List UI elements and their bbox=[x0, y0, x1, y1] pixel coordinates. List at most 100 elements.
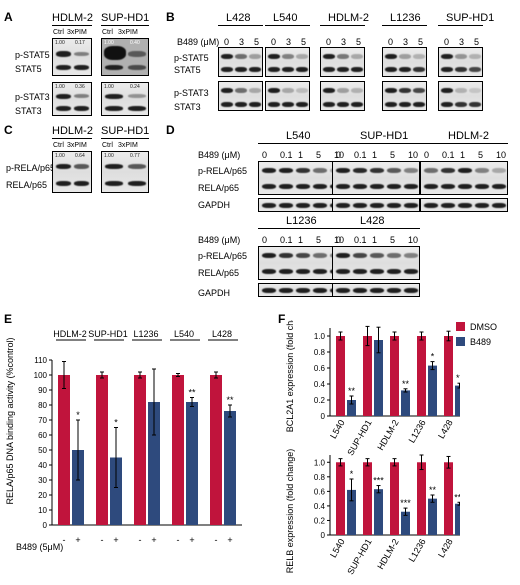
bar-control bbox=[390, 336, 399, 416]
panel-e-label: E bbox=[4, 312, 13, 326]
panel-b-blot-stat5 bbox=[218, 47, 263, 77]
blot-band bbox=[296, 67, 308, 72]
y-tick-label: 0.4 bbox=[314, 380, 326, 389]
blot-band bbox=[296, 184, 310, 189]
blot-band bbox=[353, 168, 367, 173]
panel-b-cell-underline bbox=[382, 25, 427, 26]
panel-d-cell-underline bbox=[332, 228, 420, 229]
y-tick-label: 60 bbox=[38, 431, 47, 440]
significance-mark: * bbox=[76, 410, 80, 420]
legend-b489-label: B489 bbox=[470, 337, 492, 347]
panel-a-blot-stat3-suphd1: 1.00 0.24 bbox=[101, 82, 149, 116]
panel-d-cell-hdlm-2: HDLM-2 bbox=[448, 130, 489, 142]
blot-band bbox=[337, 67, 349, 72]
panel-c-cell-hdlm2: HDLM-2 bbox=[52, 125, 93, 137]
category-label: HDLM-2 bbox=[375, 537, 400, 571]
blot-band bbox=[249, 67, 261, 72]
blot-band bbox=[249, 88, 261, 93]
panel-b-blot-stat3 bbox=[382, 81, 427, 111]
panel-f-label: F bbox=[278, 312, 286, 326]
blot-band bbox=[353, 269, 367, 274]
blot-band bbox=[455, 54, 467, 59]
panel-d-row-gapdh-top: GAPDH bbox=[198, 200, 231, 210]
y-tick-label: 0.2 bbox=[314, 396, 326, 405]
panel-d-dose: 0 bbox=[336, 235, 342, 245]
significance-mark: ** bbox=[188, 388, 196, 398]
panel-d-dose: 10 bbox=[334, 150, 345, 160]
blot-band bbox=[458, 168, 472, 173]
blot-band bbox=[458, 184, 472, 189]
panel-a-row-pstat3: p-STAT3 bbox=[15, 92, 50, 102]
treatment-sign: + bbox=[227, 535, 232, 545]
category-label: L428 bbox=[436, 537, 455, 559]
blot-band bbox=[370, 253, 384, 258]
panel-b-cell-sup-hd1: SUP-HD1 bbox=[446, 12, 495, 24]
panel-b-blot-stat3 bbox=[438, 81, 483, 111]
blot-band bbox=[296, 253, 310, 258]
panel-d-dose: 0 bbox=[336, 150, 342, 160]
y-tick-label: 0 bbox=[321, 531, 326, 540]
bar-b489 bbox=[374, 340, 383, 416]
panel-d-dose: 1 bbox=[298, 235, 304, 245]
blot-band bbox=[323, 88, 335, 93]
blot-band bbox=[235, 54, 247, 59]
blot-band bbox=[336, 168, 350, 173]
panel-b-dose: 3 bbox=[459, 37, 465, 47]
panel-d-blot-gapdh bbox=[258, 198, 346, 212]
panel-d-dose: 0.1 bbox=[442, 150, 455, 160]
blot-band bbox=[235, 88, 247, 93]
blot-band bbox=[475, 168, 489, 173]
panel-d-dose: 0.1 bbox=[354, 150, 367, 160]
blot-band bbox=[385, 67, 397, 72]
panel-d-dose: 0 bbox=[262, 235, 268, 245]
category-label: HDLM-2 bbox=[375, 418, 400, 452]
panel-f-top-ylabel: BCL2A1 expression (fold change) bbox=[285, 320, 295, 432]
blot-band bbox=[387, 168, 401, 173]
y-tick-label: 0.4 bbox=[314, 502, 326, 511]
panel-d-blot-rela bbox=[332, 161, 420, 195]
significance-mark: ** bbox=[456, 373, 460, 383]
blot-band bbox=[387, 184, 401, 189]
panel-d-dose: 1 bbox=[298, 150, 304, 160]
panel-a-blot-stat5-hdlm2: 1.00 0.17 bbox=[52, 38, 92, 76]
blot-band bbox=[441, 67, 453, 72]
y-tick-label: 0.8 bbox=[314, 348, 326, 357]
panel-d-cell-underline bbox=[420, 143, 508, 144]
panel-b-dose: 5 bbox=[301, 37, 307, 47]
bar-b489 bbox=[347, 400, 356, 416]
panel-d-dose: 5 bbox=[478, 150, 484, 160]
blot-band bbox=[413, 54, 425, 59]
panel-a-cell-hdlm2: HDLM-2 bbox=[52, 12, 93, 24]
blot-band bbox=[492, 168, 506, 173]
blot-band bbox=[282, 102, 294, 107]
panel-d-dose: 0 bbox=[262, 150, 268, 160]
panel-b-blot-stat5 bbox=[382, 47, 427, 77]
y-tick-label: 0 bbox=[321, 412, 326, 421]
panel-c-label: C bbox=[4, 123, 13, 137]
blot-band bbox=[262, 288, 276, 293]
panel-d-dose: 10 bbox=[408, 150, 419, 160]
blot-band bbox=[313, 288, 327, 293]
panel-b-row-stat5: STAT5 bbox=[174, 65, 201, 75]
blot-band bbox=[413, 67, 425, 72]
panel-d-dose: 5 bbox=[390, 235, 396, 245]
panel-b-blot-stat3 bbox=[320, 81, 365, 111]
blot-band bbox=[296, 288, 310, 293]
bar-b489 bbox=[428, 365, 437, 416]
legend-dmso-swatch bbox=[456, 322, 465, 331]
bar-control bbox=[444, 462, 453, 535]
panel-a-cond-ctrl-2: Ctrl bbox=[102, 29, 113, 36]
treatment-sign: - bbox=[215, 535, 218, 545]
blot-band bbox=[351, 54, 363, 59]
blot-band bbox=[296, 102, 308, 107]
blot-band bbox=[262, 203, 276, 208]
panel-e-treatment: B489 (5μM) bbox=[16, 542, 64, 552]
bar-control bbox=[134, 375, 146, 525]
panel-b-dose: 3 bbox=[239, 37, 245, 47]
blot-band bbox=[279, 269, 293, 274]
blot-band bbox=[404, 203, 418, 208]
panel-d-dose: 10 bbox=[408, 235, 419, 245]
blot-band bbox=[424, 184, 438, 189]
blot-band bbox=[268, 102, 280, 107]
y-tick-label: 20 bbox=[38, 491, 47, 500]
